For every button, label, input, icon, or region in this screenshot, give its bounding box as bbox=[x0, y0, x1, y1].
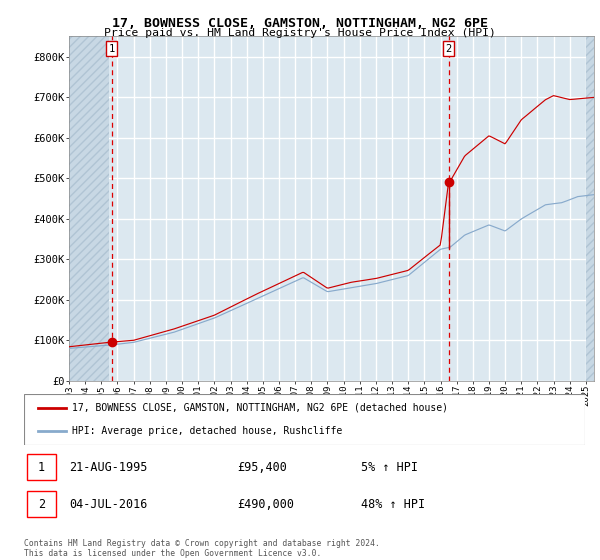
Text: £490,000: £490,000 bbox=[237, 498, 294, 511]
Text: £95,400: £95,400 bbox=[237, 460, 287, 474]
Text: 21-AUG-1995: 21-AUG-1995 bbox=[69, 460, 147, 474]
Text: 17, BOWNESS CLOSE, GAMSTON, NOTTINGHAM, NG2 6PE: 17, BOWNESS CLOSE, GAMSTON, NOTTINGHAM, … bbox=[112, 17, 488, 30]
Text: 2: 2 bbox=[38, 498, 45, 511]
Text: 1: 1 bbox=[38, 460, 45, 474]
Bar bbox=[586, 36, 594, 381]
Text: 04-JUL-2016: 04-JUL-2016 bbox=[69, 498, 147, 511]
Text: 48% ↑ HPI: 48% ↑ HPI bbox=[361, 498, 425, 511]
Text: Contains HM Land Registry data © Crown copyright and database right 2024.
This d: Contains HM Land Registry data © Crown c… bbox=[24, 539, 380, 558]
Text: HPI: Average price, detached house, Rushcliffe: HPI: Average price, detached house, Rush… bbox=[71, 426, 342, 436]
Text: 5% ↑ HPI: 5% ↑ HPI bbox=[361, 460, 418, 474]
Text: 1: 1 bbox=[109, 44, 115, 54]
FancyBboxPatch shape bbox=[27, 454, 56, 480]
Text: 17, BOWNESS CLOSE, GAMSTON, NOTTINGHAM, NG2 6PE (detached house): 17, BOWNESS CLOSE, GAMSTON, NOTTINGHAM, … bbox=[71, 403, 448, 413]
Text: 2: 2 bbox=[446, 44, 452, 54]
FancyBboxPatch shape bbox=[27, 492, 56, 517]
Bar bbox=[69, 36, 109, 381]
Text: Price paid vs. HM Land Registry's House Price Index (HPI): Price paid vs. HM Land Registry's House … bbox=[104, 28, 496, 38]
FancyBboxPatch shape bbox=[24, 394, 585, 445]
